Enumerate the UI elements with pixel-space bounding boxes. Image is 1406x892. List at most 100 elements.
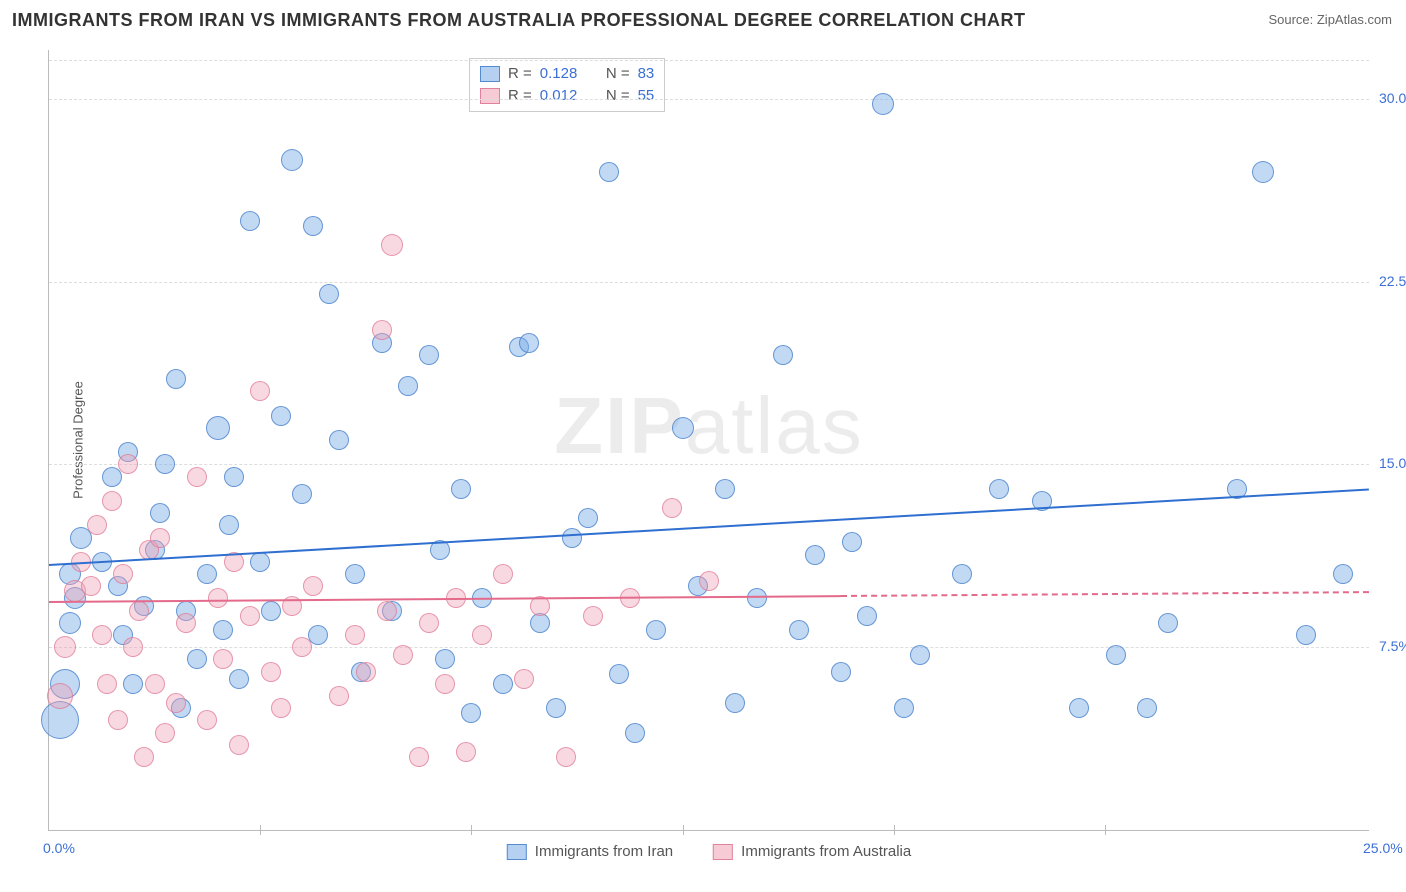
- data-point-iran: [715, 479, 735, 499]
- data-point-iran: [646, 620, 666, 640]
- x-minor-tick: [1105, 825, 1106, 835]
- data-point-australia: [372, 320, 392, 340]
- data-point-iran: [1106, 645, 1126, 665]
- regression-line-iran: [49, 489, 1369, 567]
- data-point-australia: [166, 693, 186, 713]
- gridline: [49, 60, 1369, 61]
- data-point-australia: [456, 742, 476, 762]
- legend-stat-row: R = 0.012 N = 55: [480, 85, 654, 107]
- gridline: [49, 282, 1369, 283]
- data-point-iran: [789, 620, 809, 640]
- data-point-iran: [773, 345, 793, 365]
- data-point-iran: [857, 606, 877, 626]
- data-point-iran: [1069, 698, 1089, 718]
- data-point-australia: [699, 571, 719, 591]
- y-tick-label: 15.0%: [1379, 455, 1406, 471]
- data-point-australia: [303, 576, 323, 596]
- data-point-iran: [229, 669, 249, 689]
- y-tick-label: 30.0%: [1379, 90, 1406, 106]
- data-point-iran: [1333, 564, 1353, 584]
- data-point-australia: [81, 576, 101, 596]
- scatter-plot: Professional Degree ZIPatlas R = 0.128 N…: [48, 50, 1369, 831]
- data-point-australia: [97, 674, 117, 694]
- data-point-australia: [102, 491, 122, 511]
- data-point-australia: [129, 601, 149, 621]
- data-point-australia: [419, 613, 439, 633]
- data-point-australia: [662, 498, 682, 518]
- data-point-iran: [303, 216, 323, 236]
- data-point-iran: [123, 674, 143, 694]
- data-point-iran: [1158, 613, 1178, 633]
- data-point-iran: [224, 467, 244, 487]
- data-point-australia: [583, 606, 603, 626]
- legend-stats: R = 0.128 N = 83R = 0.012 N = 55: [469, 58, 665, 112]
- data-point-iran: [281, 149, 303, 171]
- x-minor-tick: [260, 825, 261, 835]
- data-point-iran: [1296, 625, 1316, 645]
- data-point-iran: [59, 612, 81, 634]
- y-tick-label: 7.5%: [1379, 638, 1406, 654]
- regression-line-australia: [841, 591, 1369, 597]
- data-point-australia: [229, 735, 249, 755]
- data-point-iran: [530, 613, 550, 633]
- data-point-iran: [271, 406, 291, 426]
- data-point-iran: [292, 484, 312, 504]
- data-point-iran: [625, 723, 645, 743]
- data-point-australia: [47, 683, 73, 709]
- gridline: [49, 464, 1369, 465]
- data-point-australia: [155, 723, 175, 743]
- data-point-australia: [271, 698, 291, 718]
- data-point-iran: [1252, 161, 1274, 183]
- data-point-australia: [381, 234, 403, 256]
- data-point-iran: [419, 345, 439, 365]
- data-point-iran: [894, 698, 914, 718]
- data-point-australia: [356, 662, 376, 682]
- legend-series: Immigrants from IranImmigrants from Aust…: [507, 843, 911, 860]
- x-minor-tick: [894, 825, 895, 835]
- data-point-iran: [842, 532, 862, 552]
- data-point-iran: [672, 417, 694, 439]
- source-credit: Source: ZipAtlas.com: [1268, 12, 1392, 27]
- x-tick-label: 0.0%: [43, 840, 75, 856]
- data-point-iran: [206, 416, 230, 440]
- data-point-australia: [556, 747, 576, 767]
- data-point-australia: [250, 381, 270, 401]
- data-point-australia: [329, 686, 349, 706]
- data-point-australia: [197, 710, 217, 730]
- data-point-australia: [187, 467, 207, 487]
- data-point-australia: [108, 710, 128, 730]
- legend-stat-row: R = 0.128 N = 83: [480, 63, 654, 85]
- gridline: [49, 99, 1369, 100]
- data-point-australia: [134, 747, 154, 767]
- data-point-iran: [345, 564, 365, 584]
- data-point-australia: [514, 669, 534, 689]
- data-point-australia: [54, 636, 76, 658]
- data-point-iran: [150, 503, 170, 523]
- data-point-australia: [150, 528, 170, 548]
- x-minor-tick: [471, 825, 472, 835]
- data-point-iran: [219, 515, 239, 535]
- data-point-iran: [546, 698, 566, 718]
- data-point-iran: [319, 284, 339, 304]
- data-point-iran: [329, 430, 349, 450]
- data-point-iran: [197, 564, 217, 584]
- y-axis-label: Professional Degree: [70, 381, 85, 499]
- data-point-australia: [208, 588, 228, 608]
- data-point-iran: [831, 662, 851, 682]
- data-point-australia: [87, 515, 107, 535]
- gridline: [49, 647, 1369, 648]
- data-point-iran: [187, 649, 207, 669]
- data-point-iran: [805, 545, 825, 565]
- legend-series-item: Immigrants from Iran: [507, 843, 673, 860]
- data-point-australia: [292, 637, 312, 657]
- data-point-australia: [176, 613, 196, 633]
- data-point-iran: [451, 479, 471, 499]
- data-point-iran: [952, 564, 972, 584]
- data-point-australia: [145, 674, 165, 694]
- data-point-iran: [910, 645, 930, 665]
- data-point-iran: [240, 211, 260, 231]
- data-point-iran: [461, 703, 481, 723]
- data-point-iran: [493, 674, 513, 694]
- data-point-australia: [435, 674, 455, 694]
- data-point-australia: [240, 606, 260, 626]
